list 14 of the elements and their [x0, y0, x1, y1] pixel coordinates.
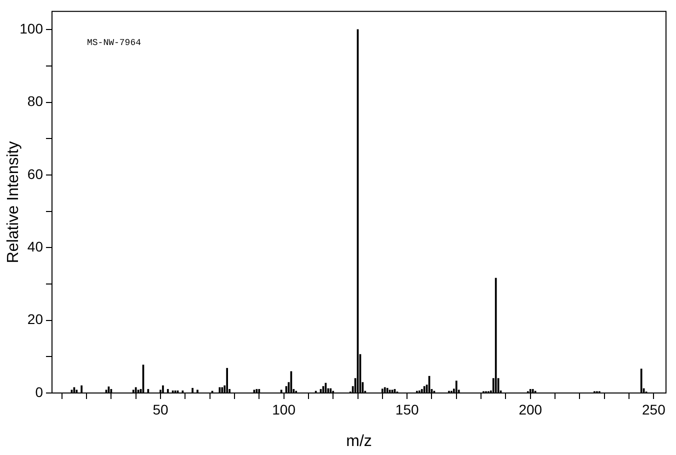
x-tick-label: 50 — [152, 401, 168, 418]
x-tick-label: 100 — [272, 401, 296, 418]
y-tick-label: 60 — [27, 166, 44, 182]
x-tick-label: 250 — [642, 401, 666, 418]
y-tick-label: 80 — [27, 93, 44, 110]
y-tick-label: 40 — [27, 238, 44, 254]
x-tick-label: 150 — [395, 401, 419, 418]
y-tick-label: 100 — [20, 20, 44, 36]
annotation: MS-NW-7964 — [87, 38, 142, 48]
x-tick-label: 200 — [518, 401, 542, 418]
y-tick-label: 20 — [27, 311, 44, 328]
x-axis-title: m/z — [346, 432, 372, 450]
y-axis-title: Relative Intensity — [5, 141, 22, 264]
y-tick-label: 0 — [35, 384, 44, 400]
